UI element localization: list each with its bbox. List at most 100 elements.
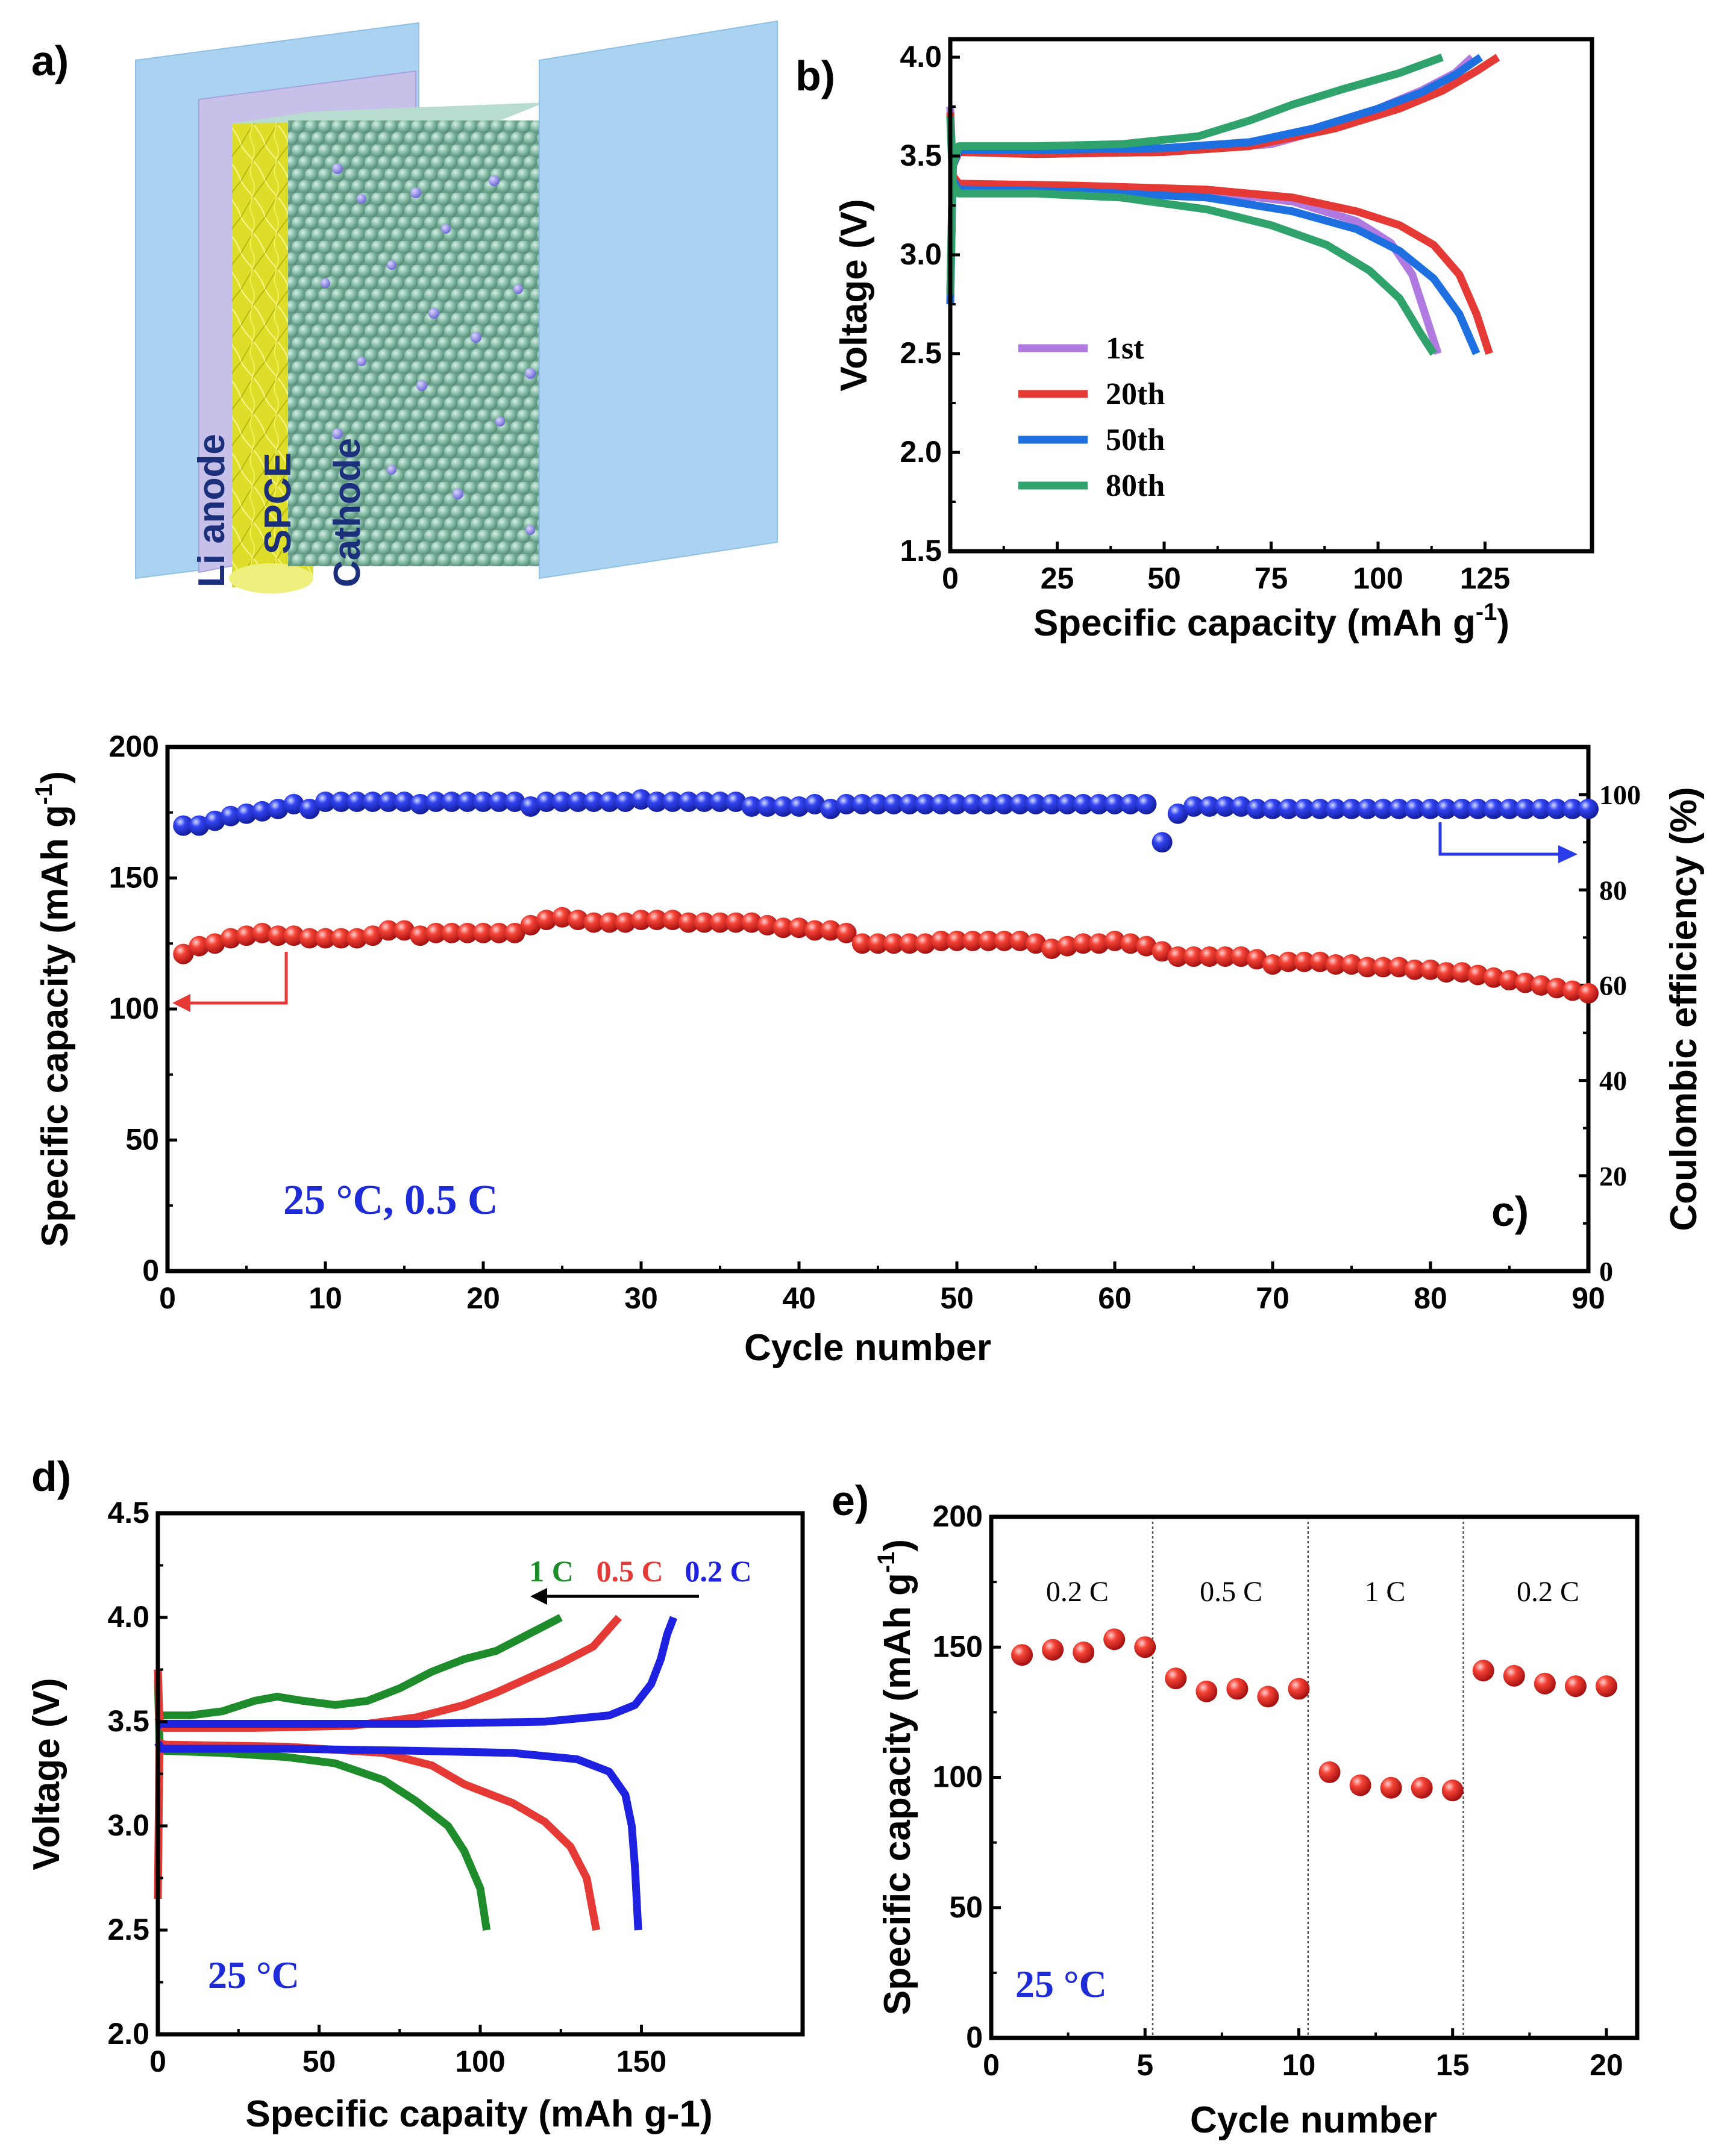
panel-b-legend-label-1st: 1st xyxy=(1106,331,1144,366)
panel-c-efficiency-point xyxy=(1088,793,1109,814)
panel-c-ylabel-close: ) xyxy=(34,771,76,784)
panel-c-right-ytick-label: 20 xyxy=(1599,1161,1627,1192)
panel-c-capacity-point xyxy=(1167,946,1188,967)
panel-c-xtick-label: 50 xyxy=(940,1281,974,1315)
panel-c-efficiency-point xyxy=(536,791,557,812)
panel-c-efficiency-point xyxy=(1373,798,1394,819)
panel-c-efficiency-point xyxy=(315,791,336,812)
panel-c-ytick-label: 200 xyxy=(109,730,159,763)
panel-e-ytick-label: 150 xyxy=(933,1629,983,1663)
panel-c-capacity-point xyxy=(947,930,967,951)
panel-e-ylabel-close: ) xyxy=(877,1539,918,1552)
panel-e-capacity-point xyxy=(1134,1636,1156,1658)
panel-c-capacity-point xyxy=(552,907,572,928)
panel-e-capacity-point xyxy=(1195,1680,1218,1702)
panel-b-ylabel: Voltage (V) xyxy=(833,199,875,391)
panel-c-efficiency-point xyxy=(1531,798,1552,819)
panel-d-ticks: 0 50 100 150 2.0 2.5 3.0 3.5 4.0 4.5 xyxy=(107,1496,666,2078)
panel-d-charge-curve-3 xyxy=(155,1616,678,1729)
panel-b-legend-label-20th: 20th xyxy=(1106,377,1165,411)
panel-c-ticks: 0 10 20 30 40 50 60 70 80 90050100150200020406080… xyxy=(109,730,1641,1315)
panel-c-capacity-point xyxy=(820,920,841,941)
panel-c-xtick-label: 20 xyxy=(466,1281,500,1315)
panel-c-right-ytick-label: 60 xyxy=(1599,970,1627,1001)
panel-c-efficiency-point xyxy=(568,791,589,812)
panel-c-annotation: 25 °C, 0.5 C xyxy=(283,1177,498,1223)
panel-e-points xyxy=(1011,1628,1617,1802)
panel-e-xtick-label: 20 xyxy=(1590,2048,1623,2082)
panel-c-capacity-point xyxy=(1531,975,1552,996)
panel-c-capacity-point xyxy=(378,920,399,941)
panel-d-ytick-label: 3.5 xyxy=(107,1704,149,1738)
panel-b-legend: 1st 20th 50th 80th xyxy=(1018,331,1165,503)
panel-e-capacity-point xyxy=(1349,1774,1371,1796)
panel-c-capacity-point xyxy=(1278,951,1299,972)
panel-e-ytick-label: 0 xyxy=(966,2020,983,2054)
panel-c-capacity-point xyxy=(583,912,604,933)
panel-c-efficiency-point xyxy=(378,791,399,812)
panel-c-capacity-point xyxy=(1546,978,1567,999)
panel-c-efficiency-point xyxy=(1294,798,1315,819)
panel-e-ytick-label: 50 xyxy=(949,1890,983,1924)
panel-c-efficiency-point xyxy=(204,810,225,831)
panel-c-efficiency-point xyxy=(1152,832,1173,853)
panel-d-xtick-label: 100 xyxy=(455,2045,505,2078)
panel-c-efficiency-point xyxy=(457,791,478,812)
panel-e-ylabel-sup: -1 xyxy=(873,1552,900,1573)
panel-b-xtick-label: 50 xyxy=(1147,561,1181,595)
panel-c-right-axis-arrow xyxy=(1438,822,1561,856)
panel-e-xlabel: Cycle number xyxy=(1190,2099,1437,2141)
panel-c-efficiency-point xyxy=(741,796,762,817)
panel-c-capacity-point xyxy=(789,917,809,939)
panel-c-efficiency-point xyxy=(615,791,636,812)
panel-c-capacity-point xyxy=(1404,959,1425,980)
panel-c-capacity-point xyxy=(1136,936,1157,957)
panel-e-segment-label: 1 C xyxy=(1364,1576,1405,1608)
panel-c-efficiency-point xyxy=(757,796,778,817)
panel-c-capacity-point xyxy=(1388,957,1409,978)
panel-e-dividers xyxy=(1152,1517,1464,2038)
panel-b-xlabel-close: ) xyxy=(1497,602,1509,644)
panel-c-capacity-point xyxy=(1452,962,1473,983)
panel-c-capacity-point xyxy=(1467,964,1488,986)
panel-c-capacity-point xyxy=(1294,951,1315,972)
panel-c-efficiency-point xyxy=(583,791,604,812)
panel-c-efficiency-point xyxy=(425,791,447,812)
panel-c-capacity-point xyxy=(331,928,352,949)
panel-e-capacity-point xyxy=(1226,1678,1249,1700)
panel-e-xtick-label: 0 xyxy=(983,2048,1000,2082)
panel-b-discharge-curve-4 xyxy=(946,116,1437,356)
panel-c-efficiency-point xyxy=(1041,793,1062,814)
panel-c-efficiency-point xyxy=(394,791,415,812)
panel-b-series xyxy=(946,53,1500,356)
panel-c-capacity-point xyxy=(1183,946,1204,967)
panel-c-efficiency-point xyxy=(631,789,651,810)
panel-c-capacity-point xyxy=(962,930,983,951)
panel-b-xtick-label: 125 xyxy=(1460,561,1510,595)
panel-b-ytick-label: 2.5 xyxy=(900,336,942,370)
panel-d-xlabel: Specific capaity (mAh g-1) xyxy=(245,2093,712,2135)
panel-d-annotation: 25 °C xyxy=(208,1954,299,1996)
panel-c-capacity-point xyxy=(1246,949,1267,970)
panel-c-efficiency-point xyxy=(962,793,983,814)
panel-e-capacity-point xyxy=(1103,1628,1126,1651)
panel-c-efficiency-point xyxy=(1167,803,1188,824)
panel-c-efficiency-point xyxy=(189,815,210,836)
cathode-current-collector xyxy=(539,20,778,580)
panel-c-efficiency-point xyxy=(694,791,715,812)
panel-c-capacity-point xyxy=(362,925,383,946)
panel-c-capacity-point xyxy=(189,936,210,957)
panel-c-capacity-point xyxy=(504,922,525,943)
panel-c-capacity-point xyxy=(978,930,999,951)
panel-d-discharge-curve-3 xyxy=(154,1740,642,1931)
panel-d-charge-curve-1 xyxy=(154,1614,563,1723)
panel-c-efficiency-point xyxy=(1467,798,1488,819)
panel-c-efficiency-point xyxy=(268,798,289,819)
panel-c-efficiency-point xyxy=(1499,798,1520,819)
panel-d-discharge-curve-2 xyxy=(154,1739,600,1931)
panel-e-capacity-point xyxy=(1042,1639,1064,1661)
panel-c-capacity-point xyxy=(694,912,715,933)
spce-layer-bottom xyxy=(229,563,313,593)
panel-b-xtick-label: 0 xyxy=(942,561,959,595)
